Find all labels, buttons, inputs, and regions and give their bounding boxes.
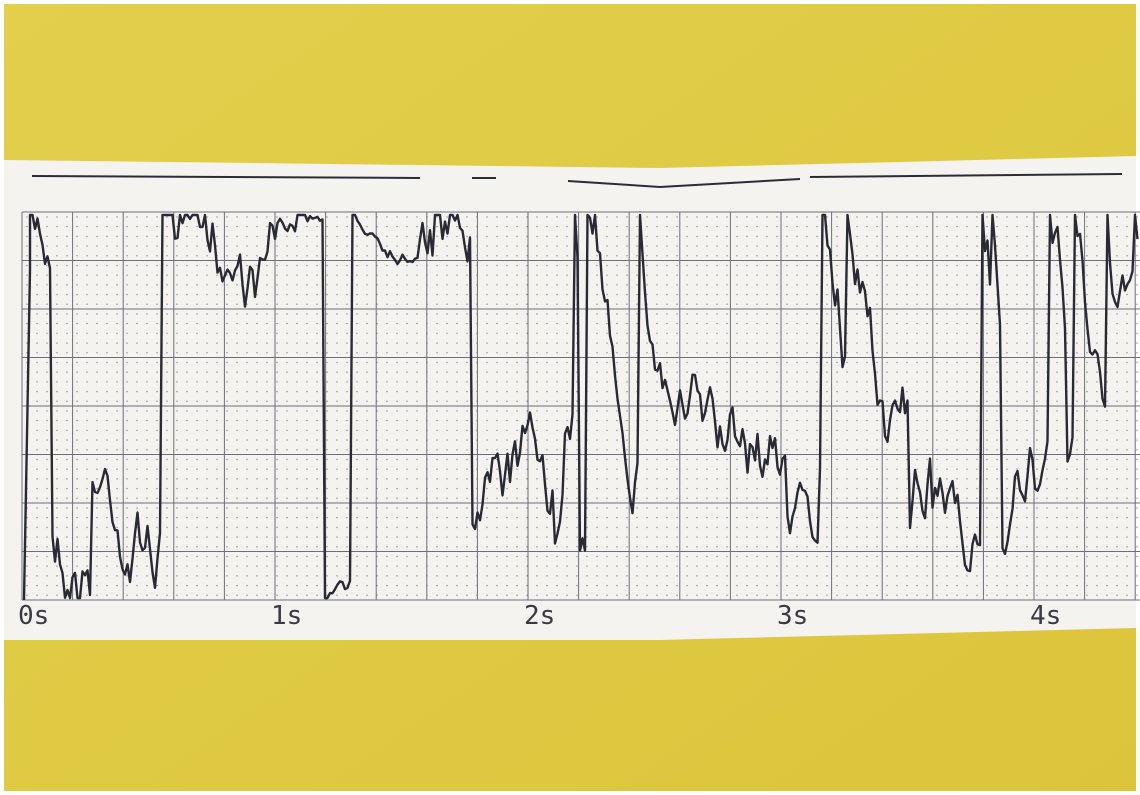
time-label: 4s bbox=[1030, 601, 1061, 631]
header-rules bbox=[31, 173, 1123, 188]
time-label: 2s bbox=[524, 601, 555, 631]
time-label: 0s bbox=[18, 601, 49, 631]
time-label: 3s bbox=[777, 601, 808, 631]
axis-labels: 0s 1s 2s 3s 4s bbox=[18, 601, 1061, 631]
signal-trace bbox=[22, 213, 1139, 601]
time-label: 1s bbox=[271, 601, 302, 631]
